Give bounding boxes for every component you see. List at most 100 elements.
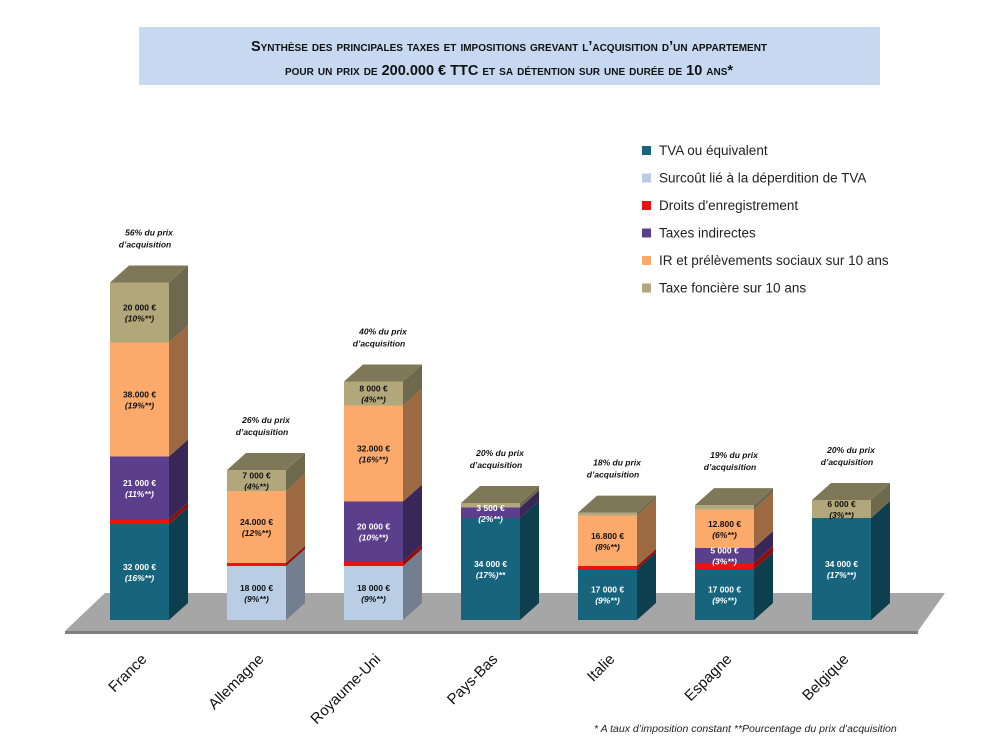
bar-side-france-tva-ou-equivalent (169, 507, 188, 620)
bar-side-espagne-tva-ou-equivalent (754, 552, 773, 620)
segment-amount-label: 17 000 € (708, 585, 741, 595)
bar-side-belgique-tva-ou-equivalent (871, 501, 890, 620)
segment-pct-label: (16%**) (359, 455, 388, 465)
segment-amount-label: 24.000 € (240, 517, 273, 527)
segment-pct-label: (10%**) (125, 314, 154, 324)
segment-amount-label: 3 500 € (476, 503, 505, 513)
bar-side-allemagne-surcout-lie-a-la-deperdition-de-tva (286, 549, 305, 620)
total-annotation-line-2: d’acquisition (821, 457, 873, 467)
title-line-1: Synthèse des principales taxes et imposi… (251, 39, 767, 55)
segment-amount-label: 18 000 € (240, 583, 273, 593)
legend-swatch-taxe-fonciere-sur-10-ans (642, 283, 651, 293)
bar-side-france-taxe-fonciere-sur-10-ans (169, 265, 188, 343)
legend-swatch-ir-et-prelevements-sociaux-sur-10-ans (642, 256, 651, 265)
total-annotation-line-2: d’acquisition (470, 460, 522, 470)
bar-top-allemagne (227, 453, 305, 470)
bar-side-france-droits-d-enregistrement (169, 502, 188, 524)
segment-pct-label: (11%**) (125, 489, 154, 499)
total-annotation-line-1: 20% du prix (826, 445, 876, 455)
bar-royaume-uni-ir-et-prelevements-sociaux-sur-10-ans (344, 405, 403, 502)
bar-allemagne-ir-et-prelevements-sociaux-sur-10-ans (227, 491, 286, 563)
total-annotation-line-1: 56% du prix (125, 228, 174, 238)
bar-top-pays-bas (461, 486, 539, 503)
legend-label-tva-ou-equivalent: TVA ou équivalent (659, 143, 768, 158)
total-annotation-line-1: 20% du prix (475, 448, 525, 458)
segment-pct-label: (10%**) (359, 533, 388, 543)
legend-swatch-taxes-indirectes (642, 228, 651, 238)
segment-pct-label: (17%)** (476, 570, 506, 580)
bar-espagne-tva-ou-equivalent (695, 569, 754, 620)
segment-amount-label: 7 000 € (242, 471, 271, 481)
bar-stack-espagne (695, 488, 773, 620)
bar-allemagne-surcout-lie-a-la-deperdition-de-tva (227, 566, 286, 620)
bar-royaume-uni-taxes-indirectes (344, 501, 403, 562)
segment-amount-label: 20 000 € (123, 303, 156, 313)
bar-side-belgique-taxe-fonciere-sur-10-ans (871, 483, 890, 518)
bar-espagne-taxes-indirectes (695, 548, 754, 563)
legend-label-ir-et-prelevements-sociaux-sur-10-ans: IR et prélèvements sociaux sur 10 ans (659, 253, 889, 268)
bar-stack-france (110, 265, 188, 620)
legend-label-taxes-indirectes: Taxes indirectes (659, 226, 756, 241)
bar-espagne-ir-et-prelevements-sociaux-sur-10-ans (695, 509, 754, 548)
segment-pct-label: (12%**) (242, 528, 271, 538)
segment-pct-label: (16%**) (125, 573, 154, 583)
total-annotation-line-1: 18% du prix (593, 458, 642, 468)
bar-italie-ir-et-prelevements-sociaux-sur-10-ans (578, 515, 637, 566)
bar-stack-belgique (812, 483, 890, 620)
bar-stack-italie (578, 495, 656, 620)
bar-side-royaume-uni-surcout-lie-a-la-deperdition-de-tva (403, 549, 422, 620)
bars-layer (110, 265, 890, 620)
segment-amount-label: 5 000 € (710, 546, 739, 556)
total-annotation-line-2: d’acquisition (353, 339, 405, 349)
category-label-royaume-uni: Royaume-Uni (307, 651, 384, 728)
bar-top-royaume-uni (344, 364, 422, 382)
bar-royaume-uni-surcout-lie-a-la-deperdition-de-tva (344, 566, 403, 620)
category-axis: France Allemagne Royaume-Uni Pays-Bas Italie… (105, 651, 852, 728)
segment-amount-label: 20 000 € (357, 522, 390, 532)
footnote: * A taux d’imposition constant **Pourcen… (594, 723, 897, 735)
bar-side-italie-tva-ou-equivalent (637, 552, 656, 620)
bar-side-allemagne-ir-et-prelevements-sociaux-sur-10-ans (286, 474, 305, 563)
bar-side-espagne-taxe-fonciere-sur-10-ans (754, 488, 773, 510)
bar-france-tva-ou-equivalent (110, 524, 169, 620)
segment-amount-label: 17 000 € (591, 585, 624, 595)
bar-france-taxes-indirectes (110, 456, 169, 520)
bar-side-espagne-droits-d-enregistrement (754, 546, 773, 569)
total-annotation-line-1: 40% du prix (358, 327, 408, 337)
bar-stack-pays-bas (461, 486, 539, 620)
bar-side-royaume-uni-taxes-indirectes (403, 484, 422, 562)
legend-swatch-tva-ou-equivalent (642, 146, 651, 155)
bar-royaume-uni-taxe-fonciere-sur-10-ans (344, 381, 403, 406)
bar-belgique-taxe-fonciere-sur-10-ans (812, 500, 871, 518)
segment-pct-label: (4%**) (361, 395, 386, 405)
total-annotation-line-2: d’acquisition (704, 462, 756, 472)
bar-side-royaume-uni-droits-d-enregistrement (403, 544, 422, 566)
total-annotation-line-1: 19% du prix (710, 450, 759, 460)
total-annotation-line-2: d’acquisition (236, 427, 288, 437)
bar-top-france (110, 265, 188, 283)
segment-amount-label: 32 000 € (123, 562, 156, 572)
legend: TVA ou équivalent Surcoût lié à la déperd… (642, 143, 889, 296)
category-label-italie: Italie (584, 651, 618, 685)
bar-italie-tva-ou-equivalent (578, 569, 637, 620)
segment-amount-label: 38.000 € (123, 390, 156, 400)
bar-top-espagne (695, 488, 773, 506)
bar-top-belgique (812, 483, 890, 500)
bar-royaume-uni-droits-d-enregistrement (344, 561, 403, 566)
bar-pays-bas-tva-ou-equivalent (461, 518, 520, 620)
segment-pct-label: (19%**) (125, 401, 154, 411)
segment-pct-label: (2%**) (478, 514, 503, 524)
bar-side-espagne-taxes-indirectes (754, 531, 773, 563)
segment-pct-label: (17%**) (827, 570, 856, 580)
title-line-2: pour un prix de 200.000 € TTC et sa déte… (285, 63, 733, 79)
bar-side-pays-bas-taxes-indirectes (520, 490, 539, 518)
bar-pays-bas-taxes-indirectes (461, 507, 520, 518)
legend-swatch-droits-d-enregistrement (642, 201, 651, 210)
total-annotation-line-1: 26% du prix (241, 415, 291, 425)
segment-pct-label: (6%**) (712, 530, 737, 540)
bar-pays-bas-taxe-fonciere-sur-10-ans (461, 503, 520, 508)
category-label-espagne: Espagne (681, 651, 735, 705)
category-label-pays-bas: Pays-Bas (444, 651, 501, 708)
bar-side-allemagne-droits-d-enregistrement (286, 546, 305, 566)
bar-side-italie-droits-d-enregistrement (637, 549, 656, 569)
